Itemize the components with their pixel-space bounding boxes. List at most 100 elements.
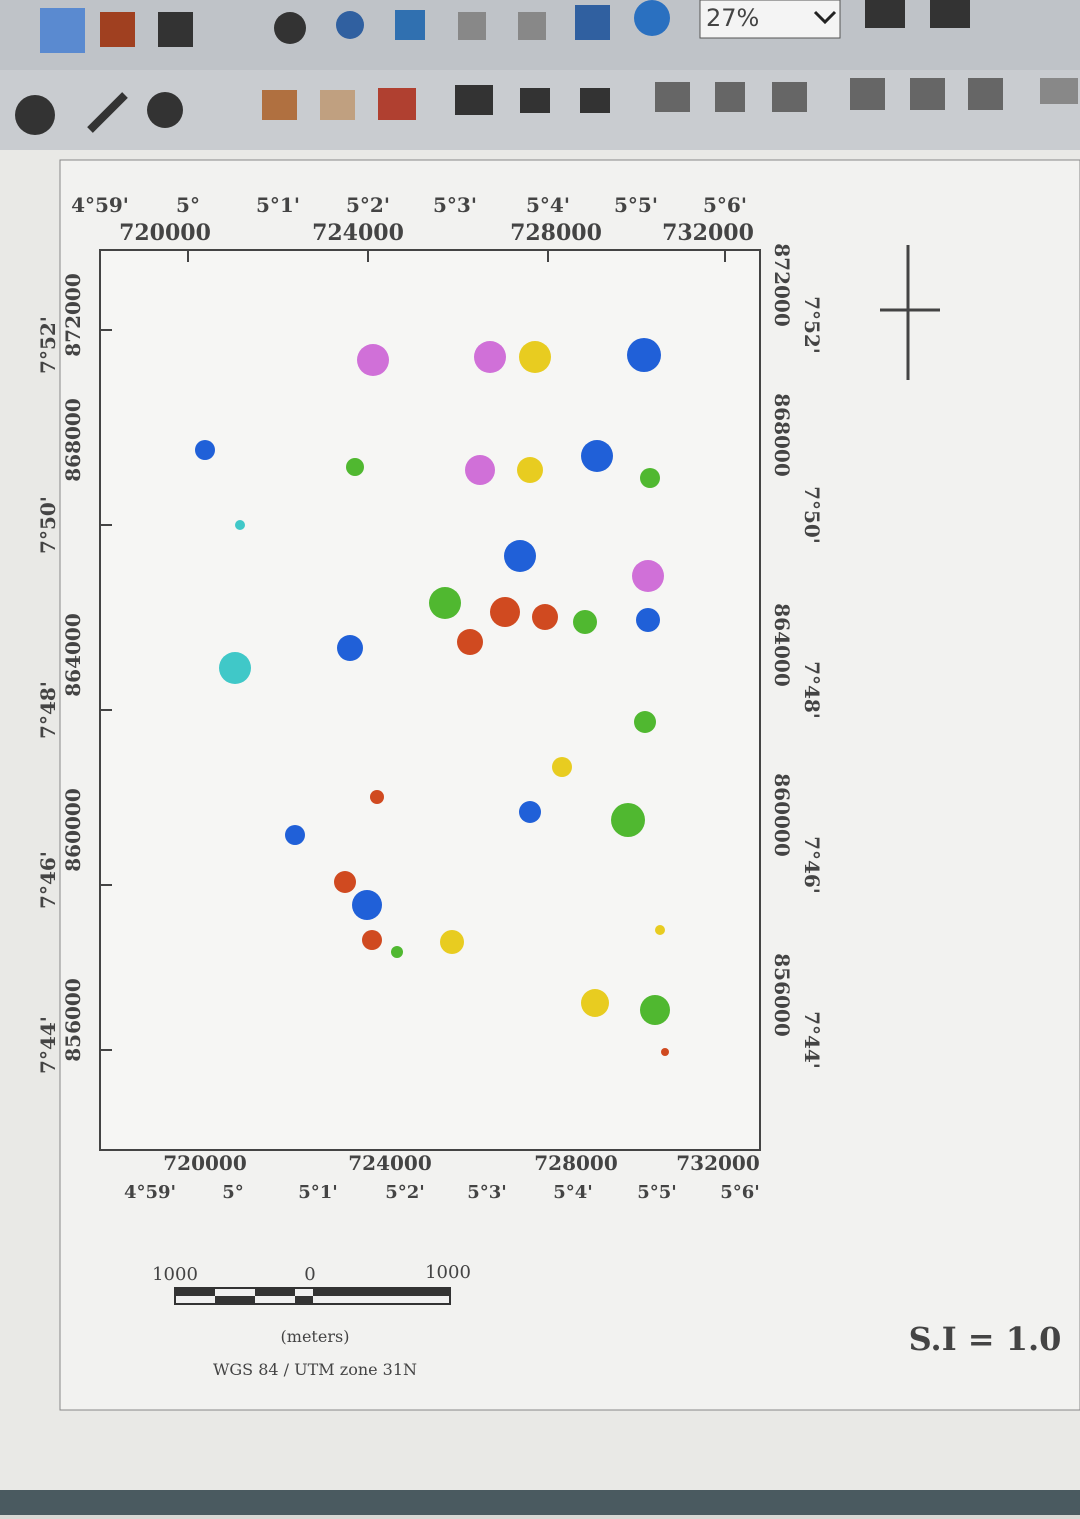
axis-label: 7°44'	[36, 1016, 60, 1074]
tool-button[interactable]	[320, 90, 355, 120]
axis-label: 864000	[61, 613, 85, 697]
solution-marker	[581, 440, 613, 472]
tool-button[interactable]	[930, 0, 970, 28]
axis-label: 7°44'	[800, 1011, 824, 1069]
scale-label: 0	[304, 1264, 315, 1285]
tool-button[interactable]	[910, 78, 945, 110]
axis-label: 7°48'	[36, 681, 60, 739]
axis-label: 7°52'	[36, 316, 60, 374]
tool-button[interactable]	[520, 88, 550, 113]
tool-button[interactable]	[158, 12, 193, 47]
tool-button[interactable]	[575, 5, 610, 40]
solution-marker	[357, 344, 389, 376]
scale-label: 1000	[425, 1262, 471, 1283]
solution-marker	[490, 597, 520, 627]
axis-label: 4°59'	[71, 193, 129, 217]
axis-label: 5°1'	[298, 1182, 338, 1203]
axis-label: 5°	[176, 193, 200, 217]
solution-marker	[655, 925, 665, 935]
tool-button[interactable]	[336, 11, 364, 39]
solution-marker	[195, 440, 215, 460]
tool-button[interactable]	[455, 85, 493, 115]
zoom-value: 27%	[706, 4, 759, 32]
tool-button[interactable]	[772, 82, 807, 112]
tool-button[interactable]	[715, 82, 745, 112]
scale-bar	[174, 1287, 451, 1305]
solution-marker	[334, 871, 356, 893]
axis-label: 5°4'	[553, 1182, 593, 1203]
solution-marker	[640, 995, 670, 1025]
solution-marker	[581, 989, 609, 1017]
tool-button[interactable]	[15, 95, 55, 135]
tool-button[interactable]	[850, 78, 885, 110]
axis-label: 5°2'	[346, 193, 390, 217]
solution-marker	[352, 890, 382, 920]
axis-label: 5°1'	[256, 193, 300, 217]
north-arrow	[880, 245, 940, 380]
solution-marker	[504, 540, 536, 572]
solution-marker	[552, 757, 572, 777]
axis-label: 5°	[222, 1182, 244, 1203]
axis-label: 860000	[770, 773, 794, 857]
axis-label: 728000	[534, 1151, 618, 1175]
tool-button[interactable]	[865, 0, 905, 28]
taskbar	[0, 1490, 1080, 1515]
projection: WGS 84 / UTM zone 31N	[213, 1360, 417, 1379]
axis-label: 7°50'	[800, 486, 824, 544]
solution-marker	[661, 1048, 669, 1056]
axis-label: 7°52'	[800, 296, 824, 354]
tool-button[interactable]	[274, 12, 306, 44]
solution-marker	[457, 629, 483, 655]
axis-label: 5°6'	[703, 193, 747, 217]
scale-label: 1000	[152, 1264, 198, 1285]
dropdown-arrow[interactable]	[813, 10, 837, 25]
tool-button[interactable]	[262, 90, 297, 120]
solution-marker	[429, 587, 461, 619]
axis-label: 868000	[770, 393, 794, 477]
tool-button[interactable]	[147, 92, 183, 128]
axis-label: 720000	[163, 1151, 247, 1175]
tool-button[interactable]	[395, 10, 425, 40]
tool-button[interactable]	[100, 12, 135, 47]
solution-marker	[337, 635, 363, 661]
tool-button[interactable]	[518, 12, 546, 40]
axis-label: 7°50'	[36, 496, 60, 554]
axis-label: 868000	[61, 398, 85, 482]
tool-button[interactable]	[378, 88, 416, 120]
solution-marker	[391, 946, 403, 958]
axis-label: 5°4'	[526, 193, 570, 217]
axis-label: 4°59'	[124, 1182, 176, 1203]
tool-button[interactable]	[580, 88, 610, 113]
solution-marker	[532, 604, 558, 630]
solution-marker	[517, 457, 543, 483]
solution-marker	[235, 520, 245, 530]
tool-button[interactable]	[40, 8, 85, 53]
axis-label: 872000	[61, 273, 85, 357]
axis-label: 856000	[770, 953, 794, 1037]
toolbar-icons: 27%	[15, 0, 1078, 135]
solution-marker	[474, 341, 506, 373]
axis-label: 860000	[61, 788, 85, 872]
tool-button[interactable]	[87, 92, 128, 133]
tool-button[interactable]	[458, 12, 486, 40]
solution-marker	[634, 711, 656, 733]
tool-button[interactable]	[634, 0, 670, 36]
axis-label: 5°6'	[720, 1182, 760, 1203]
solution-marker	[465, 455, 495, 485]
zoom-box[interactable]	[699, 0, 841, 39]
solution-marker	[519, 341, 551, 373]
tool-button[interactable]	[968, 78, 1003, 110]
tool-button[interactable]	[655, 82, 690, 112]
si-label: S.I = 1.0	[909, 1320, 1062, 1358]
axis-label: 5°5'	[637, 1182, 677, 1203]
solution-marker	[440, 930, 464, 954]
tool-button[interactable]	[1040, 78, 1078, 104]
axis-label: 724000	[312, 220, 404, 246]
axis-label: 732000	[662, 220, 754, 246]
axis-label: 720000	[119, 220, 211, 246]
scale-unit: (meters)	[281, 1327, 350, 1346]
axis-label: 864000	[770, 603, 794, 687]
axis-label: 872000	[770, 243, 794, 327]
